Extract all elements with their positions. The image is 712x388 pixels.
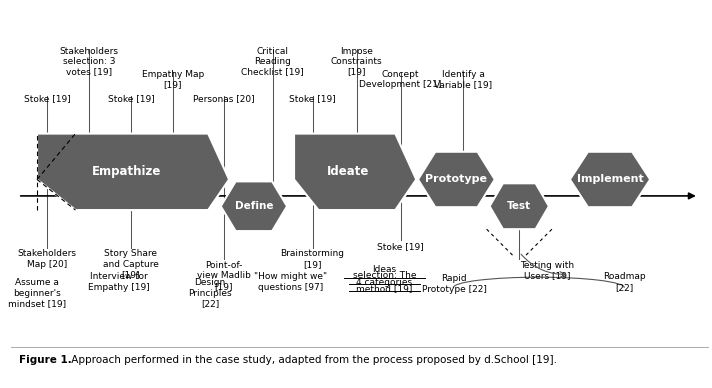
- Polygon shape: [570, 152, 650, 207]
- Text: Personas [20]: Personas [20]: [193, 95, 255, 104]
- Text: Story Share
and Capture
[19]: Story Share and Capture [19]: [103, 249, 159, 279]
- Text: Stoke [19]: Stoke [19]: [289, 95, 336, 104]
- Text: Roadmap
[22]: Roadmap [22]: [603, 272, 645, 292]
- Text: Implement: Implement: [577, 175, 644, 184]
- Text: Stoke [19]: Stoke [19]: [23, 95, 70, 104]
- Polygon shape: [418, 152, 495, 207]
- Text: Identify a
Variable [19]: Identify a Variable [19]: [434, 70, 493, 89]
- Text: Empathize: Empathize: [91, 165, 161, 178]
- Text: Brainstorming
[19]: Brainstorming [19]: [281, 249, 345, 269]
- Text: method [19]: method [19]: [356, 284, 413, 293]
- Text: Prototype: Prototype: [425, 175, 488, 184]
- Text: Figure 1.: Figure 1.: [19, 355, 72, 365]
- Text: Assume a
beginner's
mindset [19]: Assume a beginner's mindset [19]: [9, 278, 66, 308]
- Text: selection: The: selection: The: [352, 271, 417, 280]
- Text: Rapid
Prototype [22]: Rapid Prototype [22]: [422, 274, 487, 294]
- Text: Design
Principles
[22]: Design Principles [22]: [188, 278, 231, 308]
- Text: Critical
Reading
Checklist [19]: Critical Reading Checklist [19]: [241, 47, 304, 76]
- Text: "How might we"
questions [97]: "How might we" questions [97]: [253, 272, 327, 292]
- Text: Point-of-
view Madlib
[19]: Point-of- view Madlib [19]: [197, 261, 251, 291]
- Text: Ideate: Ideate: [327, 165, 370, 178]
- Text: Stakeholders
selection: 3
votes [19]: Stakeholders selection: 3 votes [19]: [60, 47, 119, 76]
- Polygon shape: [294, 133, 417, 210]
- Text: Stakeholders
Map [20]: Stakeholders Map [20]: [18, 249, 77, 269]
- Polygon shape: [37, 133, 229, 210]
- Text: Testing with
Users [19]: Testing with Users [19]: [520, 261, 575, 280]
- Text: Stoke [19]: Stoke [19]: [377, 242, 424, 251]
- Text: Impose
Constraints
[19]: Impose Constraints [19]: [331, 47, 382, 76]
- Text: Test: Test: [507, 201, 531, 211]
- Polygon shape: [490, 183, 549, 229]
- Text: Stoke [19]: Stoke [19]: [108, 95, 155, 104]
- Polygon shape: [221, 181, 287, 231]
- Text: Define: Define: [235, 201, 273, 211]
- Text: 4 categories: 4 categories: [357, 278, 412, 287]
- Text: Ideas: Ideas: [372, 265, 397, 274]
- Text: Interview for
Empathy [19]: Interview for Empathy [19]: [88, 272, 150, 292]
- Text: Empathy Map
[19]: Empathy Map [19]: [142, 70, 204, 89]
- Text: Approach performed in the case study, adapted from the process proposed by d.Sch: Approach performed in the case study, ad…: [68, 355, 557, 365]
- Text: Concept
Development [21]: Concept Development [21]: [360, 70, 441, 89]
